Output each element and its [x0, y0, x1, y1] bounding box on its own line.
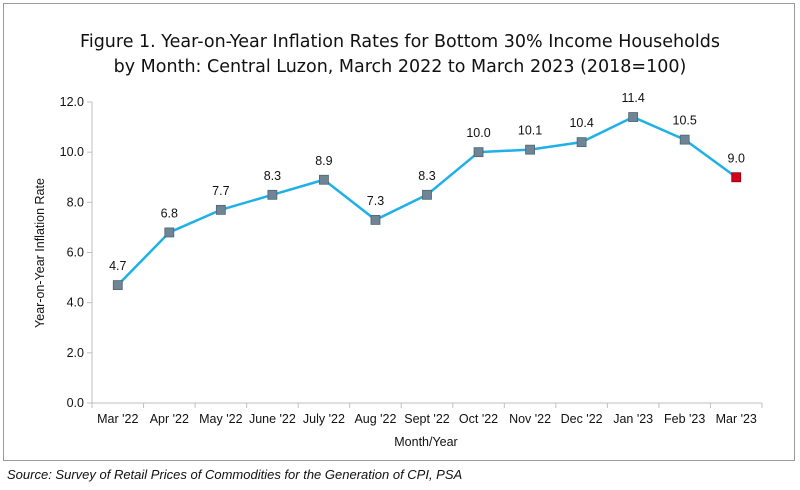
- y-axis: 0.0 2.0 4.0 6.0 8.0 10.0 12.0: [60, 95, 93, 410]
- x-tick-label: June '22: [249, 412, 296, 426]
- x-tick-label: July '22: [303, 412, 345, 426]
- x-tick-label: Mar '23: [716, 412, 757, 426]
- data-label: 7.7: [212, 184, 229, 198]
- data-label: 6.8: [161, 206, 178, 220]
- data-point-marker: [112, 280, 123, 291]
- x-tick-label: Oct '22: [459, 412, 498, 426]
- y-tick-label: 4.0: [67, 296, 84, 310]
- x-tick-label: Jan '23: [613, 412, 653, 426]
- x-tick-label: Nov '22: [509, 412, 551, 426]
- data-point-marker: [679, 134, 690, 145]
- y-tick-label: 6.0: [67, 246, 84, 260]
- data-label: 4.7: [109, 259, 126, 273]
- data-point-marker: [370, 214, 381, 225]
- line-chart: 0.02.04.06.08.010.012.0 Mar '22 Apr '22 Ma…: [33, 91, 763, 449]
- chart-frame: [3, 3, 795, 461]
- y-tick-label: 12.0: [60, 95, 84, 109]
- data-point-marker: [525, 144, 535, 155]
- x-tick-label: Mar '22: [97, 412, 138, 426]
- data-point-marker: [731, 172, 742, 183]
- data-point-marker: [215, 204, 226, 215]
- chart-title: Figure 1. Year-on-Year Inflation Rates f…: [0, 30, 800, 80]
- x-axis-label: Month/Year: [394, 435, 457, 449]
- data-label: 8.3: [418, 169, 435, 183]
- data-point-marker: [267, 189, 278, 200]
- data-label: 8.3: [264, 169, 281, 183]
- x-tick-label: Feb '23: [664, 412, 705, 426]
- data-label: 7.3: [367, 194, 384, 208]
- data-point-marker: [576, 137, 587, 148]
- chart-title-line-2: by Month: Central Luzon, March 2022 to M…: [113, 57, 687, 77]
- x-tick-label: Apr '22: [150, 412, 189, 426]
- x-tick-label: Aug '22: [354, 412, 396, 426]
- chart-title-line-1: Figure 1. Year-on-Year Inflation Rates f…: [80, 32, 720, 52]
- data-label: 8.9: [315, 154, 332, 168]
- data-label: 10.5: [673, 114, 697, 128]
- y-tick-label: 8.0: [67, 195, 84, 209]
- data-point-marker: [422, 189, 432, 200]
- y-tick-label: 10.0: [60, 145, 84, 159]
- data-label: 10.1: [518, 124, 542, 138]
- x-tick-label: Dec '22: [561, 412, 603, 426]
- x-tick-label: May '22: [199, 412, 242, 426]
- x-tick-label: Sept '22: [404, 412, 450, 426]
- data-point-marker: [319, 174, 329, 185]
- data-point-marker: [164, 227, 175, 238]
- data-label: 10.4: [569, 116, 593, 130]
- data-point-marker: [473, 147, 484, 158]
- series: 4.7 6.8 7.7 8.3 8.9 7.3 8.3 10.0 10.1 10.4 11.4 10.…: [109, 91, 745, 291]
- y-tick-label: 0.0: [67, 396, 84, 410]
- data-label: 10.0: [466, 126, 490, 140]
- x-axis: Mar '22 Apr '22 May '22 June '22 July '22 Aug…: [91, 402, 763, 426]
- data-point-marker: [628, 112, 639, 122]
- data-label: 11.4: [621, 91, 644, 105]
- data-label: 9.0: [728, 151, 745, 165]
- source-note: Source: Survey of Retail Prices of Commo…: [7, 467, 463, 482]
- y-tick-label: 2.0: [67, 346, 84, 360]
- y-axis-label: Year-on-Year Inflation Rate: [33, 178, 47, 328]
- series-line: [116, 115, 737, 286]
